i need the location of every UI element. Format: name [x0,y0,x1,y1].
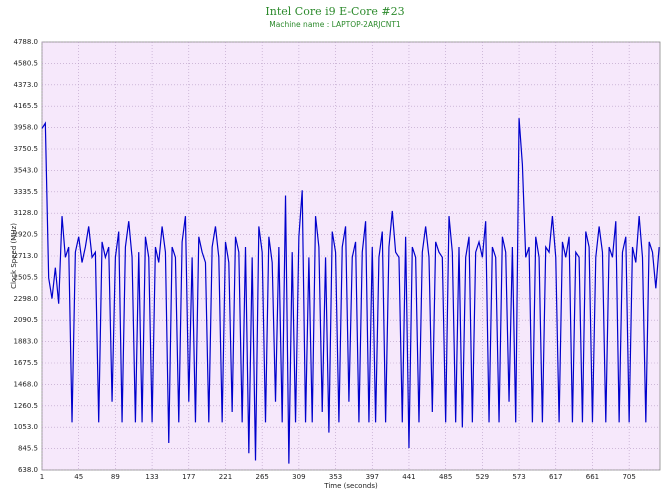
x-tick-label: 441 [402,473,415,481]
y-tick-label: 3335.5 [14,188,39,196]
y-tick-label: 3958.0 [14,124,39,132]
y-tick-label: 1883.0 [14,338,39,346]
x-tick-label: 353 [329,473,342,481]
x-tick-label: 617 [549,473,562,481]
y-tick-label: 3543.0 [14,166,39,174]
y-tick-label: 2090.5 [14,316,39,324]
x-tick-label: 309 [292,473,305,481]
y-tick-label: 1053.0 [14,423,39,431]
chart-subtitle: Machine name : LAPTOP-2ARJCNT1 [269,20,401,29]
x-axis-label: Time (seconds) [323,482,378,490]
x-tick-label: 661 [586,473,599,481]
x-tick-label: 133 [145,473,158,481]
x-tick-label: 89 [111,473,120,481]
x-tick-label: 529 [476,473,489,481]
y-tick-label: 845.5 [18,445,38,453]
x-tick-label: 221 [219,473,232,481]
x-tick-label: 265 [255,473,268,481]
y-axis-label: Clock Speed (MHz) [10,223,18,289]
x-tick-label: 45 [74,473,83,481]
y-tick-label: 2713.0 [14,252,39,260]
y-tick-label: 4788.0 [14,38,39,46]
x-tick-label: 177 [182,473,195,481]
x-tick-label: 397 [366,473,379,481]
y-tick-label: 638.0 [18,466,38,474]
y-tick-label: 1675.5 [14,359,39,367]
y-tick-label: 2298.0 [14,295,39,303]
y-tick-label: 4165.5 [14,102,39,110]
data-line [41,118,660,464]
y-tick-label: 3750.5 [14,145,39,153]
x-tick-label: 1 [40,473,44,481]
x-tick-label: 573 [512,473,525,481]
y-tick-label: 4373.0 [14,81,39,89]
chart-title: Intel Core i9 E-Core #23 [265,5,404,18]
y-tick-label: 1260.5 [14,402,39,410]
y-tick-label: 2920.5 [14,231,39,239]
y-tick-label: 1468.0 [14,380,39,388]
x-tick-label: 705 [622,473,635,481]
y-tick-label: 4580.5 [14,59,39,67]
y-tick-label: 2505.5 [14,273,39,281]
y-tick-label: 3128.0 [14,209,39,217]
x-tick-label: 485 [439,473,452,481]
